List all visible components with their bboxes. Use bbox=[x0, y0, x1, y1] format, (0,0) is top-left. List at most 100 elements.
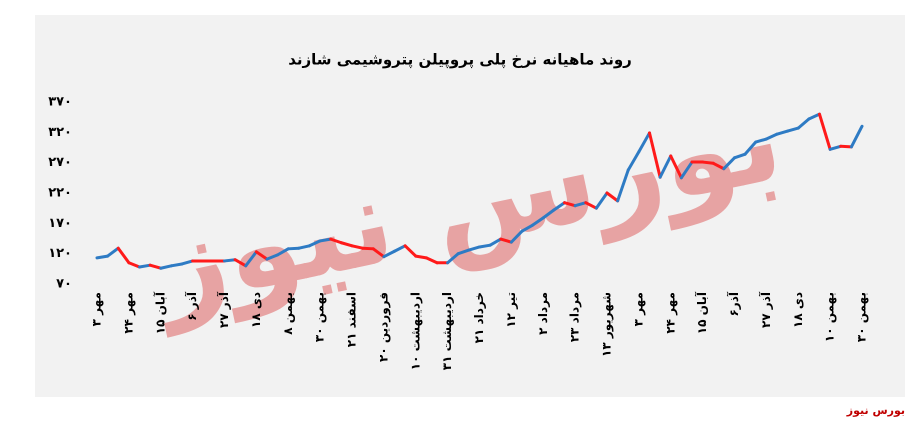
line-segment bbox=[488, 237, 503, 247]
line-segment bbox=[594, 191, 609, 210]
line-segment bbox=[254, 250, 269, 261]
line-segment bbox=[509, 229, 524, 244]
y-tick-label: ۳۷۰ bbox=[48, 95, 72, 110]
line-segment bbox=[138, 263, 152, 269]
line-segment bbox=[223, 258, 237, 263]
x-tick-label: ۸ بهمن bbox=[281, 292, 295, 335]
x-tick-label: ۱۳ شهریور bbox=[600, 292, 615, 357]
x-tick-label: ۲۴ مهر bbox=[121, 292, 135, 334]
line-segment bbox=[541, 208, 556, 220]
line-segment bbox=[446, 252, 460, 265]
line-segment bbox=[414, 254, 428, 260]
line-segment bbox=[563, 201, 577, 208]
line-segment bbox=[382, 249, 396, 259]
line-segment bbox=[467, 245, 481, 252]
y-tick-label: ۷۰ bbox=[56, 277, 72, 292]
chart-title: روند ماهیانه نرخ پلی پروپیلن پتروشیمی شا… bbox=[288, 51, 632, 70]
line-segment bbox=[733, 152, 747, 160]
x-tick-label: ۱۵ آبان bbox=[152, 291, 167, 334]
x-tick-label: ۱۸ دی bbox=[791, 292, 805, 328]
line-segment bbox=[148, 263, 163, 270]
plot-background bbox=[35, 15, 905, 397]
line-segment bbox=[393, 244, 407, 253]
line-segment bbox=[403, 244, 418, 258]
line-segment bbox=[159, 264, 173, 270]
y-tick-label: ۱۲۰ bbox=[48, 246, 72, 261]
x-tick-label: ۳۱ اردیبهشت bbox=[440, 292, 454, 370]
line-segment bbox=[520, 223, 535, 233]
x-tick-label: ۳۰ بهمن bbox=[855, 292, 869, 342]
x-tick-label: ۶ آذر bbox=[184, 291, 199, 321]
source: بورس نیوز bbox=[846, 404, 905, 417]
line-segment bbox=[679, 160, 694, 180]
line-segment bbox=[775, 129, 790, 136]
line-segment bbox=[626, 150, 641, 172]
line-segment bbox=[754, 137, 768, 144]
line-segment bbox=[265, 253, 280, 261]
line-segment bbox=[573, 201, 588, 208]
line-segment bbox=[637, 131, 651, 154]
line-segment bbox=[286, 246, 301, 251]
line-segment bbox=[350, 244, 365, 250]
line-segment bbox=[329, 237, 343, 245]
line-segment bbox=[95, 254, 110, 260]
line-segment bbox=[127, 261, 141, 269]
line-segment bbox=[308, 239, 322, 248]
line-segment bbox=[669, 154, 683, 180]
x-tick-label: ۲۷ آذر bbox=[216, 291, 231, 328]
line-segment bbox=[796, 117, 811, 130]
line-segment bbox=[711, 161, 726, 171]
line-segment bbox=[764, 132, 779, 141]
x-tick-label: ۱۸ دی bbox=[249, 292, 263, 328]
line-segment bbox=[297, 244, 311, 250]
x-tick-label: ۲۱ خرداد bbox=[472, 292, 486, 343]
x-tick-label: ۳ مهر bbox=[90, 292, 104, 326]
x-tick-label: ۲ مرداد bbox=[536, 292, 550, 335]
line-segment bbox=[361, 246, 375, 251]
line-segment bbox=[116, 246, 131, 265]
line-segment bbox=[807, 112, 821, 121]
line-segment bbox=[424, 256, 439, 265]
x-tick-label: ۶آذر bbox=[726, 291, 741, 316]
x-tick-label: ۱۰ بهمن bbox=[823, 292, 837, 342]
line-segment bbox=[701, 160, 715, 165]
line-segment bbox=[648, 131, 662, 179]
x-tick-label: ۳۰ بهمن bbox=[313, 292, 327, 342]
line-segment bbox=[786, 126, 800, 133]
line-segment bbox=[552, 201, 566, 212]
x-tick-label: ۱۰ اردیبهشت bbox=[408, 292, 422, 370]
line-segment bbox=[839, 144, 853, 149]
line-segment bbox=[233, 258, 248, 268]
line-segment bbox=[169, 262, 184, 268]
line-segment bbox=[180, 259, 195, 266]
line-segment bbox=[456, 248, 471, 256]
line-segment bbox=[584, 201, 598, 210]
x-tick-label: ۲۳ مرداد bbox=[568, 292, 582, 342]
x-tick-label: ۱۲ تیر bbox=[504, 292, 518, 328]
line-segment bbox=[605, 191, 620, 203]
line-segment bbox=[318, 237, 333, 243]
line-segment bbox=[106, 246, 120, 258]
line-segment bbox=[722, 156, 736, 171]
line-segment bbox=[849, 124, 864, 149]
line-segment bbox=[616, 168, 630, 203]
line-segment bbox=[531, 216, 545, 227]
y-tick-label: ۳۲۰ bbox=[48, 125, 72, 140]
line-segment bbox=[478, 243, 492, 249]
x-tick-label: ۳ مهر bbox=[631, 292, 645, 326]
x-tick-label: ۱۵ آبان bbox=[694, 291, 709, 334]
line-segment bbox=[828, 144, 843, 151]
line-segment bbox=[339, 241, 354, 248]
y-tick-label: ۲۷۰ bbox=[48, 155, 72, 170]
line-segment bbox=[499, 237, 513, 244]
line-segment bbox=[818, 112, 832, 151]
y-tick-label: ۱۷۰ bbox=[48, 216, 72, 231]
line-segment bbox=[244, 250, 258, 268]
x-tick-label: ۲۰ فروردین bbox=[376, 292, 391, 362]
line-segment bbox=[371, 247, 386, 259]
x-tick-label: ۲۷ آذر bbox=[758, 291, 773, 328]
y-tick-label: ۲۲۰ bbox=[48, 186, 72, 201]
x-tick-label: ۲۴ مهر bbox=[663, 292, 677, 334]
line-segment bbox=[276, 247, 290, 257]
